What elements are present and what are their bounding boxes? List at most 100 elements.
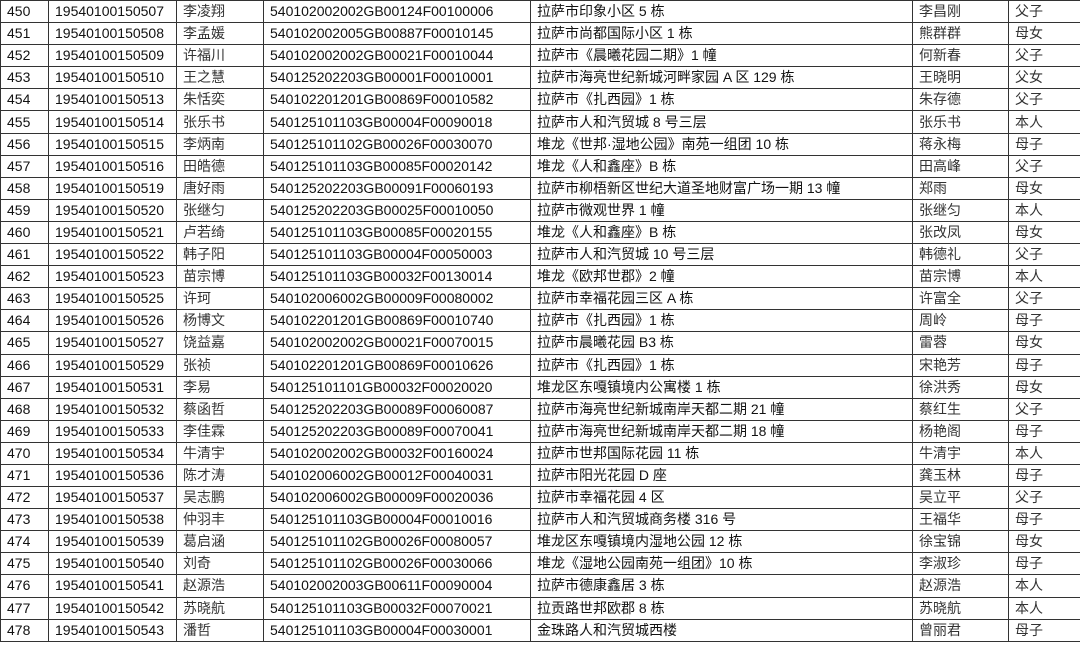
- row-number: 470: [0, 441, 49, 465]
- row-number: 463: [0, 287, 49, 311]
- applicant-name: 李凌翔: [176, 0, 264, 24]
- property-code: 540125101103GB00032F00130014: [263, 265, 531, 289]
- applicant-name: 刘奇: [176, 552, 264, 576]
- property-code: 540125101103GB00004F00050003: [263, 243, 531, 267]
- property-code: 540125101103GB00004F00090018: [263, 110, 531, 134]
- record-id: 19540100150529: [48, 353, 177, 377]
- table-row: 452 19540100150509 许福川 540102002002GB00021F…: [0, 44, 1080, 68]
- property-code: 540125202203GB00089F00070041: [263, 419, 531, 443]
- property-code: 540102002002GB00021F00070015: [263, 331, 531, 355]
- table-row: 475 19540100150540 刘奇 540125101102GB00026F0…: [0, 552, 1080, 576]
- property-code: 540125101103GB00085F00020155: [263, 220, 531, 245]
- relationship: 父子: [1008, 154, 1080, 178]
- record-id: 19540100150533: [48, 419, 177, 443]
- table-row: 463 19540100150525 许珂 540102006002GB00009F0…: [0, 287, 1080, 311]
- guardian-name: 朱存德: [912, 88, 1009, 112]
- property-code: 540102002002GB00032F00160024: [263, 441, 531, 465]
- guardian-name: 杨艳阁: [912, 419, 1009, 443]
- record-id: 19540100150513: [48, 88, 177, 112]
- address: 金珠路人和汽贸城西楼: [530, 618, 913, 642]
- address: 堆龙《人和鑫座》B 栋: [530, 154, 913, 178]
- address: 拉萨市海亮世纪新城河畔家园 A 区 129 栋: [530, 66, 913, 90]
- table-row: 467 19540100150531 李易 540125101101GB00032F0…: [0, 375, 1080, 399]
- address: 拉贡路世邦欧郡 8 栋: [530, 596, 913, 620]
- table-row: 458 19540100150519 唐好雨 540125202203GB00091F…: [0, 176, 1080, 200]
- relationship: 母子: [1008, 618, 1080, 642]
- table-row: 473 19540100150538 仲羽丰 540125101103GB00004F…: [0, 508, 1080, 532]
- table-row: 450 19540100150507 李凌翔 540102002002GB00124F…: [0, 0, 1080, 24]
- record-id: 19540100150521: [48, 220, 177, 245]
- row-number: 474: [0, 530, 49, 554]
- guardian-name: 郑雨: [912, 176, 1009, 200]
- row-number: 472: [0, 486, 49, 510]
- relationship: 母子: [1008, 552, 1080, 576]
- guardian-name: 雷蓉: [912, 331, 1009, 355]
- applicant-name: 吴志鹏: [176, 486, 264, 510]
- address: 拉萨市《扎西园》1 栋: [530, 88, 913, 112]
- record-id: 19540100150538: [48, 508, 177, 532]
- table-row: 456 19540100150515 李炳南 540125101102GB00026F…: [0, 132, 1080, 156]
- guardian-name: 张乐书: [912, 110, 1009, 134]
- relationship: 父子: [1008, 0, 1080, 24]
- guardian-name: 徐洪秀: [912, 375, 1009, 399]
- address: 堆龙区东嘎镇境内公寓楼 1 栋: [530, 375, 913, 399]
- row-number: 451: [0, 22, 49, 46]
- address: 拉萨市人和汽贸城 8 号三层: [530, 110, 913, 134]
- table-row: 451 19540100150508 李孟媛 540102002005GB00887F…: [0, 22, 1080, 46]
- applicant-name: 李易: [176, 375, 264, 399]
- property-code: 540125202203GB00025F00010050: [263, 198, 531, 222]
- record-id: 19540100150542: [48, 596, 177, 620]
- property-code: 540125101103GB00032F00070021: [263, 596, 531, 620]
- property-code: 540102006002GB00009F00020036: [263, 486, 531, 510]
- relationship: 本人: [1008, 596, 1080, 620]
- table-row: 477 19540100150542 苏晓航 540125101103GB00032F…: [0, 596, 1080, 620]
- applicant-name: 许珂: [176, 287, 264, 311]
- guardian-name: 龚玉林: [912, 463, 1009, 488]
- table-row: 457 19540100150516 田皓德 540125101103GB00085F…: [0, 154, 1080, 178]
- guardian-name: 熊群群: [912, 22, 1009, 46]
- record-id: 19540100150520: [48, 198, 177, 222]
- guardian-name: 蒋永梅: [912, 132, 1009, 156]
- address: 堆龙《世邦·湿地公园》南苑一组团 10 栋: [530, 132, 913, 156]
- applicant-name: 王之慧: [176, 66, 264, 90]
- relationship: 本人: [1008, 441, 1080, 465]
- table-body: 450 19540100150507 李凌翔 540102002002GB00124F…: [0, 0, 1080, 642]
- row-number: 455: [0, 110, 49, 134]
- record-id: 19540100150537: [48, 486, 177, 510]
- relationship: 本人: [1008, 110, 1080, 134]
- relationship: 本人: [1008, 574, 1080, 598]
- guardian-name: 徐宝锦: [912, 530, 1009, 554]
- row-number: 456: [0, 132, 49, 156]
- row-number: 462: [0, 265, 49, 289]
- table-row: 471 19540100150536 陈才涛 540102006002GB00012F…: [0, 463, 1080, 488]
- address: 拉萨市柳梧新区世纪大道圣地财富广场一期 13 幢: [530, 176, 913, 200]
- applicant-name: 仲羽丰: [176, 508, 264, 532]
- address: 拉萨市微观世界 1 幢: [530, 198, 913, 222]
- guardian-name: 王晓明: [912, 66, 1009, 90]
- record-id: 19540100150536: [48, 463, 177, 488]
- property-code: 540125202203GB00001F00010001: [263, 66, 531, 90]
- relationship: 父子: [1008, 397, 1080, 421]
- table-row: 454 19540100150513 朱恬奕 540102201201GB00869F…: [0, 88, 1080, 112]
- row-number: 460: [0, 220, 49, 245]
- guardian-name: 许富全: [912, 287, 1009, 311]
- table-row: 472 19540100150537 吴志鹏 540102006002GB00009F…: [0, 486, 1080, 510]
- relationship: 父子: [1008, 243, 1080, 267]
- applicant-name: 田皓德: [176, 154, 264, 178]
- guardian-name: 张改凤: [912, 220, 1009, 245]
- guardian-name: 赵源浩: [912, 574, 1009, 598]
- row-number: 466: [0, 353, 49, 377]
- applicant-name: 李佳霖: [176, 419, 264, 443]
- relationship: 母子: [1008, 508, 1080, 532]
- guardian-name: 宋艳芳: [912, 353, 1009, 377]
- applicant-name: 赵源浩: [176, 574, 264, 598]
- guardian-name: 王福华: [912, 508, 1009, 532]
- property-code: 540125101102GB00026F00030066: [263, 552, 531, 576]
- row-number: 465: [0, 331, 49, 355]
- address: 堆龙《湿地公园南苑一组团》10 栋: [530, 552, 913, 576]
- applicant-name: 杨博文: [176, 309, 264, 333]
- row-number: 468: [0, 397, 49, 421]
- applicant-name: 张祯: [176, 353, 264, 377]
- property-code: 540102002003GB00611F00090004: [263, 574, 531, 598]
- table-row: 466 19540100150529 张祯 540102201201GB00869F0…: [0, 353, 1080, 377]
